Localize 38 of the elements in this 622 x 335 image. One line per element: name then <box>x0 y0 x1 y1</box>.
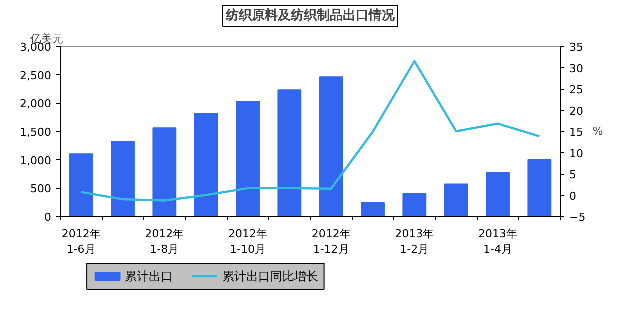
y-tick-label: 2,000 <box>20 98 52 111</box>
bar <box>152 128 177 216</box>
x-tick-label: 2013年 1-2月 <box>395 228 434 256</box>
bar <box>486 172 510 216</box>
bar <box>278 90 302 216</box>
bar <box>319 76 344 216</box>
bar <box>528 159 552 216</box>
y2-tick-label: 35 <box>570 41 584 54</box>
y2-tick-label: −5 <box>570 211 586 224</box>
bar <box>111 141 135 216</box>
x-tick-label: 2012年 1-12月 <box>312 228 351 256</box>
y2-axis-title: % <box>592 125 604 138</box>
y2-tick-label: 20 <box>570 104 584 118</box>
y2-tick-label: 0 <box>570 190 576 203</box>
bar <box>444 184 468 216</box>
y-tick-label: 500 <box>30 182 52 196</box>
x-tick-label: 2012年 1-8月 <box>145 228 184 256</box>
line-series <box>80 60 541 202</box>
y2-tick-label: 15 <box>570 126 584 139</box>
legend-label: 累计出口 <box>125 270 174 284</box>
bar <box>69 154 94 216</box>
bar <box>194 113 218 216</box>
bar <box>236 100 260 216</box>
y-tick-label: 1,000 <box>20 154 52 168</box>
x-tick-label: 2012年 1-6月 <box>62 228 101 256</box>
y2-tick-label: 10 <box>570 147 584 160</box>
x-tick-label: 2013年 1-4月 <box>478 228 518 256</box>
bar <box>402 193 427 216</box>
x-tick-label: 2012年 1-10月 <box>228 228 268 256</box>
y-tick-label: 2,500 <box>20 69 52 82</box>
y-tick-label: 1,500 <box>20 126 52 139</box>
legend-label: 累计出口同比增长 <box>222 270 318 284</box>
y2-tick-label: 5 <box>570 168 576 182</box>
chart-title: 纺织原料及纺织制品出口情况 <box>225 8 396 24</box>
y-tick-label: 0 <box>44 211 52 224</box>
y2-tick-label: 25 <box>570 84 584 96</box>
bar <box>361 202 385 216</box>
y2-tick-label: 30 <box>570 62 584 76</box>
